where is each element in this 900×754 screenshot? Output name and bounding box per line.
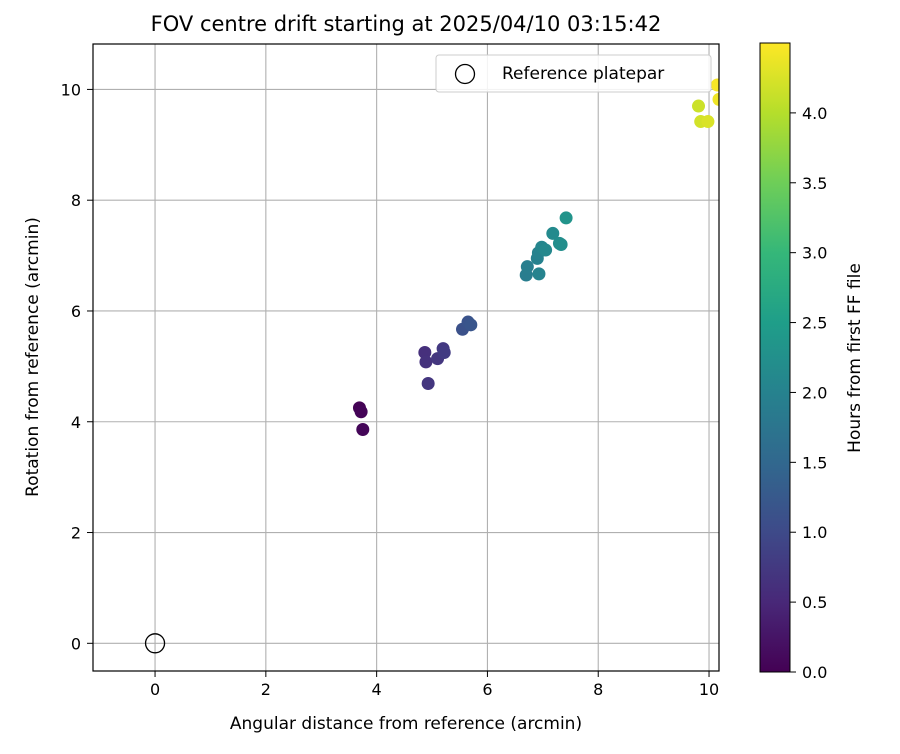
colorbar-ticks: 0.0 0.5 1.0 1.5 2.0 2.5 3.0 3.5 4.0 <box>790 104 827 682</box>
data-point <box>421 377 435 391</box>
colorbar-gradient <box>759 42 791 673</box>
data-point <box>712 92 719 106</box>
x-tick-label: 0 <box>150 680 160 699</box>
x-tick-label: 4 <box>372 680 382 699</box>
colorbar-tick-label: 4.0 <box>802 104 827 123</box>
grid <box>93 44 719 671</box>
x-axis-ticks: 0 2 4 6 8 10 <box>150 671 719 699</box>
data-point <box>554 238 568 252</box>
x-axis-label: Angular distance from reference (arcmin) <box>230 714 582 734</box>
data-point <box>437 346 451 360</box>
colorbar-tick-label: 1.5 <box>802 453 827 472</box>
data-point <box>354 405 368 419</box>
y-axis-label: Rotation from reference (arcmin) <box>23 217 43 497</box>
y-axis-ticks: 0 2 4 6 8 10 <box>61 80 93 653</box>
colorbar-tick-label: 0.5 <box>802 593 827 612</box>
legend-marker-icon <box>454 63 476 85</box>
x-tick-label: 10 <box>699 680 719 699</box>
reference-marker <box>144 633 166 654</box>
data-point <box>546 226 560 240</box>
data-point <box>520 260 534 274</box>
x-tick-label: 6 <box>482 680 492 699</box>
legend-entry-reference: Reference platepar <box>502 64 664 84</box>
y-tick-label: 8 <box>71 191 81 210</box>
y-tick-label: 2 <box>71 524 81 543</box>
data-point <box>418 346 432 360</box>
data-point <box>692 99 706 113</box>
data-point <box>701 115 715 129</box>
colorbar-tick-label: 3.0 <box>802 244 827 263</box>
y-tick-label: 0 <box>71 634 81 653</box>
colorbar-tick-label: 1.0 <box>802 523 827 542</box>
colorbar-tick-label: 2.0 <box>802 383 827 402</box>
y-tick-label: 6 <box>71 302 81 321</box>
colorbar: 0.0 0.5 1.0 1.5 2.0 2.5 3.0 3.5 4.0 Hours from f… <box>759 42 865 682</box>
data-point <box>356 423 370 437</box>
colorbar-tick-label: 3.5 <box>802 174 827 193</box>
x-tick-label: 8 <box>593 680 603 699</box>
data-point <box>710 78 719 92</box>
plot-frame <box>92 43 720 672</box>
colorbar-tick-label: 2.5 <box>802 314 827 333</box>
chart-title: FOV centre drift starting at 2025/04/10 … <box>151 12 662 36</box>
reference-point <box>144 633 166 654</box>
data-point <box>539 243 553 257</box>
legend: Reference platepar <box>435 54 712 93</box>
data-points <box>352 78 719 437</box>
data-point <box>532 267 546 281</box>
colorbar-label: Hours from first FF file <box>845 263 865 453</box>
data-point <box>464 318 478 332</box>
x-tick-label: 2 <box>261 680 271 699</box>
y-tick-label: 4 <box>71 413 81 432</box>
data-point <box>559 211 573 225</box>
legend-box <box>435 54 712 93</box>
y-tick-label: 10 <box>61 80 81 99</box>
data-point <box>419 355 433 369</box>
colorbar-tick-label: 0.0 <box>802 663 827 682</box>
